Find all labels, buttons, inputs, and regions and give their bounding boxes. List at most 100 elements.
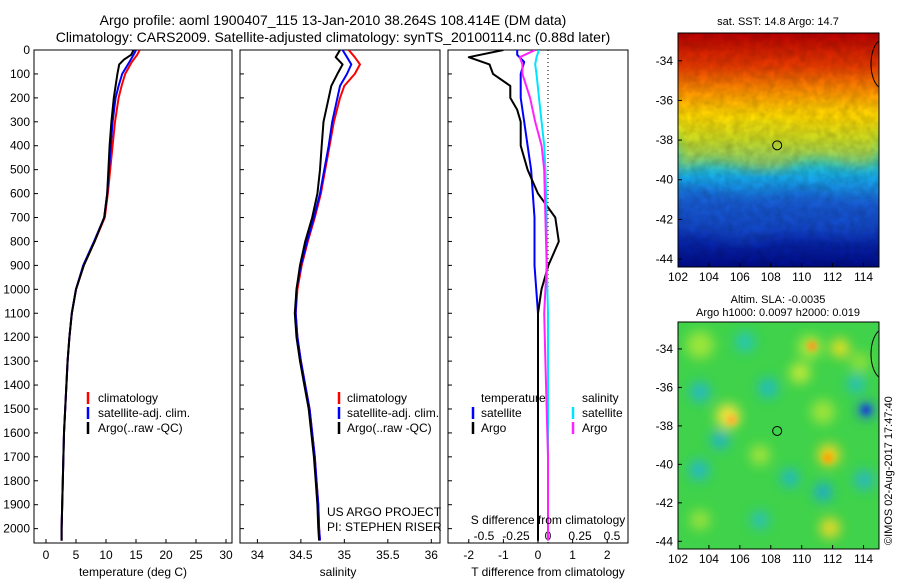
salinity-legend: climatology satellite-adj. clim. Argo(..…: [337, 391, 439, 435]
legend-argo-label: Argo(..raw -QC): [98, 421, 183, 435]
legend-satellite-label: satellite-adj. clim.: [98, 406, 190, 420]
depth-tick-label: 1600: [3, 426, 30, 440]
lat-tick-label: -36: [656, 93, 674, 107]
x-tick-label: 20: [159, 548, 173, 562]
series-line-argo-raw-qc-: [293, 50, 344, 541]
x-tick-label: 30: [219, 548, 233, 562]
lon-tick-label: 114: [854, 270, 873, 284]
s-tick-label: -0.5: [474, 529, 495, 543]
lat-tick-label: -34: [656, 342, 674, 356]
depth-tick-label: 1000: [3, 282, 30, 296]
depth-tick-label: 400: [10, 139, 30, 153]
lat-tick-label: -44: [656, 252, 674, 266]
depth-ticks: [448, 49, 452, 530]
project-credit: US ARGO PROJECT: [327, 505, 442, 519]
x-tick-label: 36: [425, 548, 439, 562]
temperature-axis: 0 5 10 15 20 25 30: [43, 539, 233, 562]
temperature-axis-label: temperature (deg C): [79, 565, 187, 579]
depth-ticks: [240, 49, 244, 530]
lon-tick-label: 108: [761, 270, 781, 284]
sst-longitude-axis: 102 104 106 108 110 112 114: [668, 263, 873, 284]
lat-tick-label: -44: [656, 534, 674, 548]
salinity-axis: 34 34.5 35 35.5 36: [251, 539, 439, 562]
depth-tick-label: 700: [10, 211, 30, 225]
salinity-panel: 34 34.5 35 35.5 36 climatology satellite-adj…: [239, 49, 442, 579]
lon-tick-label: 106: [730, 270, 750, 284]
series-line-argo-raw-qc-: [60, 50, 135, 541]
lat-tick-label: -38: [656, 419, 674, 433]
sla-map: Altim. SLA: -0.0035 Argo h1000: 0.0097 h…: [656, 294, 880, 566]
x-tick-label: 10: [99, 548, 113, 562]
s-tick-label: -0.25: [502, 529, 530, 543]
lon-tick-label: 106: [730, 552, 750, 566]
legend-s-satellite-label: satellite: [582, 406, 623, 420]
depth-tick-label: 1900: [3, 498, 30, 512]
x-tick-label: -1: [498, 548, 509, 562]
legend-s-argo-label: Argo: [582, 421, 608, 435]
x-tick-label: 15: [129, 548, 143, 562]
x-tick-label: 34: [251, 548, 265, 562]
depth-tick-label: 500: [10, 163, 30, 177]
lon-tick-label: 110: [792, 270, 811, 284]
series-line-salinity-argo: [518, 50, 549, 541]
difference-legend: temperature satellite Argo salinity sate…: [471, 391, 623, 435]
depth-tick-label: 1700: [3, 450, 30, 464]
legend-salinity-title: salinity: [582, 391, 619, 405]
s-tick-label: 0.25: [568, 529, 592, 543]
legend-t-argo-label: Argo: [481, 421, 507, 435]
lat-tick-label: -40: [656, 457, 674, 471]
legend-argo-label: Argo(..raw -QC): [347, 421, 432, 435]
lon-tick-label: 114: [854, 552, 873, 566]
sla-longitude-axis: 102 104 106 108 110 112 114: [668, 545, 873, 566]
lon-tick-label: 112: [823, 552, 842, 566]
sla-map-title: Altim. SLA: -0.0035: [731, 294, 826, 306]
x-tick-label: 2: [604, 548, 611, 562]
difference-panel: -2 -1 0 1 2 -0.5 -0.25 0 0.25 0.5 temperature sa…: [447, 49, 629, 579]
temperature-panel: 0100200300400500600700800900100011001200…: [3, 43, 233, 579]
coastline: [870, 40, 879, 88]
sst-latitude-axis: -34 -36 -38 -40 -42 -44: [656, 54, 682, 266]
depth-tick-label: 200: [10, 91, 30, 105]
profile-location-marker: [772, 140, 783, 151]
temperature-legend: climatology satellite-adj. clim. Argo(..…: [86, 391, 190, 435]
figure-title-line2: Climatology: CARS2009. Satellite-adjuste…: [56, 29, 611, 45]
x-tick-label: 34.5: [289, 548, 313, 562]
salinity-axis-label: salinity: [320, 565, 357, 579]
lon-tick-label: 102: [668, 270, 688, 284]
x-tick-label: 0: [535, 548, 542, 562]
lon-tick-label: 112: [823, 270, 842, 284]
depth-tick-label: 600: [10, 187, 30, 201]
lon-tick-label: 104: [699, 552, 719, 566]
depth-tick-label: 1500: [3, 402, 30, 416]
lon-tick-label: 104: [699, 270, 719, 284]
sst-map: sat. SST: 14.8 Argo: 14.7 102 104 106 108 11…: [656, 16, 880, 284]
lon-tick-label: 102: [668, 552, 688, 566]
depth-tick-label: 1400: [3, 378, 30, 392]
sla-map-subtitle: Argo h1000: 0.0097 h2000: 0.019: [696, 307, 860, 319]
legend-temperature-title: temperature: [481, 391, 546, 405]
x-tick-label: 35: [338, 548, 352, 562]
series-line-temperature-argo: [467, 50, 560, 541]
lat-tick-label: -40: [656, 173, 674, 187]
depth-tick-label: 100: [10, 67, 30, 81]
lon-tick-label: 110: [792, 552, 811, 566]
depth-tick-label: 1200: [3, 330, 30, 344]
depth-tick-label: 0: [23, 43, 30, 57]
sst-map-title: sat. SST: 14.8 Argo: 14.7: [717, 16, 839, 28]
lon-tick-label: 108: [761, 552, 781, 566]
s-difference-axis-label: S difference from climatology: [471, 513, 626, 527]
depth-tick-label: 1300: [3, 354, 30, 368]
depth-tick-label: 1100: [4, 306, 30, 320]
depth-tick-label: 300: [10, 115, 30, 129]
legend-climatology-label: climatology: [98, 391, 158, 405]
lat-tick-label: -42: [656, 212, 674, 226]
x-tick-label: 25: [189, 548, 203, 562]
legend-t-satellite-label: satellite: [481, 406, 522, 420]
depth-axis: 0 100 200 300 400 500 600 700 800 900 1000 1100 1200…: [3, 43, 38, 536]
lat-tick-label: -36: [656, 380, 674, 394]
lat-tick-label: -38: [656, 133, 674, 147]
pi-credit: PI: STEPHEN RISER: [327, 520, 442, 534]
legend-climatology-label: climatology: [347, 391, 407, 405]
sla-latitude-axis: -34 -36 -38 -40 -42 -44: [656, 342, 682, 548]
